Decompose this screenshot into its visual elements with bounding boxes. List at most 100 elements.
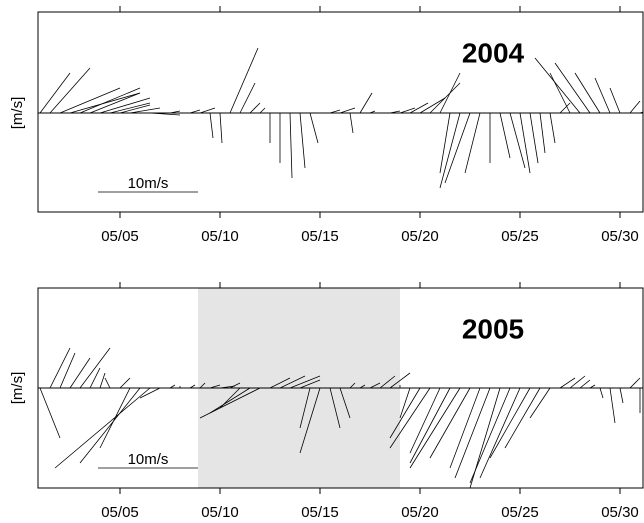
stick xyxy=(369,382,381,389)
stick xyxy=(299,379,321,389)
stick xyxy=(549,72,571,114)
stick xyxy=(219,112,223,144)
stick xyxy=(629,100,641,114)
stick xyxy=(534,57,581,114)
stick xyxy=(379,375,396,389)
stick xyxy=(499,112,511,159)
stick xyxy=(199,107,216,114)
panel-title: 2004 xyxy=(462,37,525,68)
stick xyxy=(209,384,221,389)
stick xyxy=(189,109,201,114)
stick xyxy=(69,357,91,389)
y-axis-label: [m/s] xyxy=(9,372,26,405)
stick xyxy=(79,387,141,464)
stick xyxy=(59,352,76,389)
stick xyxy=(509,112,526,169)
x-tick-label: 05/25 xyxy=(501,228,539,245)
stick xyxy=(409,102,429,114)
x-tick-label: 05/05 xyxy=(101,228,139,245)
stick xyxy=(129,107,161,114)
stick xyxy=(594,77,611,114)
stick xyxy=(389,110,401,114)
stick xyxy=(619,387,624,404)
x-tick-label: 05/10 xyxy=(201,228,239,245)
stick xyxy=(289,375,321,389)
stick xyxy=(109,102,151,114)
stick xyxy=(409,387,461,469)
frame xyxy=(37,287,644,489)
stick xyxy=(469,387,511,484)
stick xyxy=(389,387,431,449)
stick xyxy=(299,387,321,454)
stick xyxy=(359,384,366,389)
stick xyxy=(464,112,481,174)
stick xyxy=(39,387,61,439)
stick xyxy=(209,112,214,139)
stick xyxy=(539,112,546,154)
stick xyxy=(79,87,141,114)
stick xyxy=(249,102,261,114)
scale-label: 10m/s xyxy=(128,175,169,192)
stick xyxy=(409,387,451,464)
stick xyxy=(444,112,471,184)
stick xyxy=(269,377,291,389)
stick xyxy=(449,387,481,469)
stick xyxy=(229,47,259,114)
scale-label: 10m/s xyxy=(128,451,169,468)
stick xyxy=(39,72,71,114)
stick xyxy=(349,112,354,134)
stick xyxy=(119,104,151,114)
stick xyxy=(599,387,604,399)
stick xyxy=(554,62,591,114)
stick xyxy=(199,387,261,419)
stick xyxy=(199,382,206,389)
stick xyxy=(399,107,416,114)
stick xyxy=(99,387,131,449)
frame xyxy=(37,11,644,213)
x-tick-label: 05/10 xyxy=(201,504,239,521)
stick xyxy=(49,67,91,114)
stick xyxy=(359,92,373,114)
stick xyxy=(439,112,461,189)
stick xyxy=(259,107,266,114)
stick xyxy=(139,387,161,399)
stick xyxy=(409,387,441,454)
x-tick-label: 05/20 xyxy=(401,504,439,521)
stick xyxy=(504,387,541,449)
stick xyxy=(519,112,531,174)
stick xyxy=(529,387,551,419)
stick xyxy=(569,375,586,389)
stick xyxy=(429,82,461,114)
stick xyxy=(559,377,576,389)
stick xyxy=(89,367,101,389)
stick xyxy=(239,82,256,114)
stick xyxy=(559,102,571,114)
stick xyxy=(609,87,621,114)
stick xyxy=(119,377,131,389)
x-tick-label: 05/20 xyxy=(401,228,439,245)
stick xyxy=(229,382,241,389)
stick xyxy=(369,110,376,114)
stick xyxy=(529,112,539,164)
stick xyxy=(609,387,616,424)
stick xyxy=(574,72,601,114)
stick xyxy=(329,109,341,114)
stick xyxy=(309,112,319,144)
stick xyxy=(479,387,521,479)
stick xyxy=(279,375,306,389)
stick xyxy=(99,372,106,389)
x-tick-label: 05/30 xyxy=(601,228,639,245)
stick xyxy=(59,87,121,114)
stick xyxy=(79,347,111,389)
stick xyxy=(349,382,356,389)
stick xyxy=(389,372,411,389)
stick xyxy=(489,387,531,459)
stick xyxy=(209,387,251,414)
stick xyxy=(99,97,151,114)
stick xyxy=(89,92,141,114)
y-axis-label: [m/s] xyxy=(9,97,26,130)
stick xyxy=(439,112,451,174)
plot-area xyxy=(38,288,643,488)
